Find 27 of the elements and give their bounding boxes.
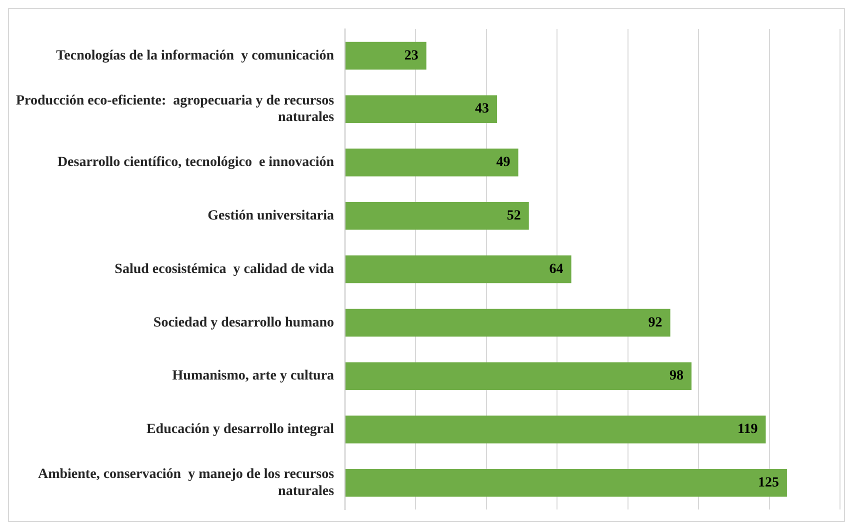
y-tick-label: Sociedad y desarrollo humano: [153, 315, 334, 330]
data-label: 43: [475, 102, 490, 117]
data-label: 98: [670, 368, 684, 384]
y-tick-label: Salud ecosistémica y calidad de vida: [114, 262, 334, 277]
y-tick-label: Educación y desarrollo integral: [146, 422, 334, 438]
data-label: 52: [506, 208, 521, 224]
bar: [346, 308, 670, 337]
data-label: 64: [549, 262, 564, 277]
bar: [346, 469, 787, 497]
y-tick-label: Producción eco-eficiente: agropecuaria y de recursos naturales: [16, 93, 335, 126]
data-label: 92: [648, 315, 662, 330]
y-tick-label: Desarrollo científico, tecnológico e innovación: [57, 155, 334, 170]
bar: [346, 95, 498, 123]
y-tick-label: Humanismo, arte y cultura: [172, 368, 334, 384]
data-label: 119: [738, 422, 758, 438]
bar: [346, 255, 572, 284]
bar: [346, 42, 426, 70]
data-label: 125: [758, 476, 779, 491]
y-tick-label: Ambiente, conservación y manejo de los recursos naturales: [38, 467, 335, 499]
data-label: 49: [496, 155, 510, 170]
bar: [346, 202, 529, 230]
bar: [346, 148, 518, 176]
bar: [346, 362, 692, 390]
data-label: 23: [404, 48, 418, 64]
y-tick-label: Gestión universitaria: [208, 208, 334, 224]
y-tick-label: Tecnologías de la información y comunicación: [56, 48, 334, 64]
bar: [346, 416, 766, 444]
